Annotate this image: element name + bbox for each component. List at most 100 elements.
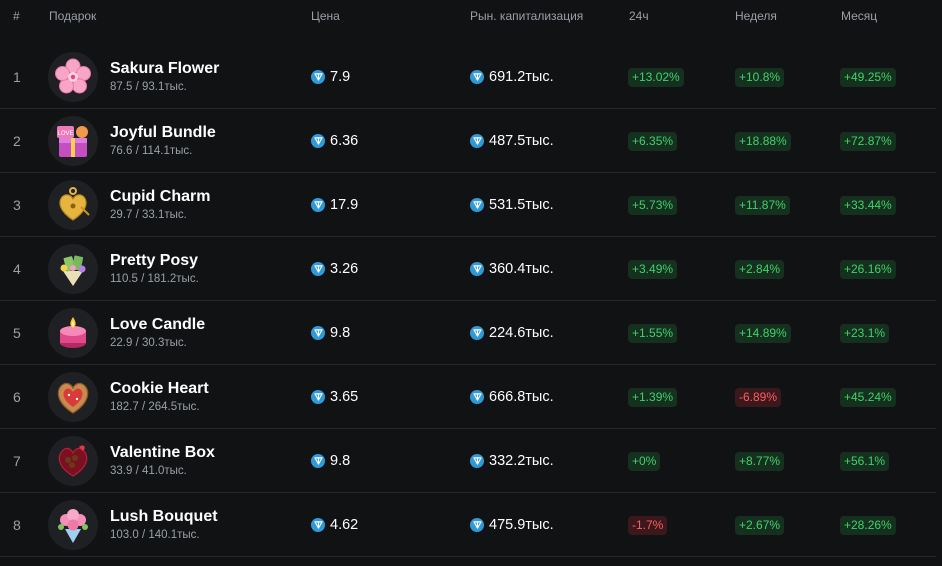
table-row[interactable]: 6 Cookie Heart 182.7 / 264.5тыс. 3.65 66… — [0, 365, 936, 429]
valentine-box-icon — [48, 436, 98, 486]
change-24h-cell: +5.73% — [628, 173, 678, 237]
ton-icon — [311, 262, 325, 276]
change-month-cell: +28.26% — [840, 493, 896, 557]
ton-icon — [311, 518, 325, 532]
change-week-badge: +18.88% — [735, 131, 791, 151]
change-week-cell: +2.84% — [735, 237, 785, 301]
cupid-charm-icon — [48, 180, 98, 230]
change-month-cell: +56.1% — [840, 429, 890, 493]
price-value: 9.8 — [330, 453, 351, 469]
market-cap-cell: 224.6тыс. — [470, 301, 554, 365]
header-rank[interactable]: # — [13, 9, 20, 23]
table-header: # Подарок Цена Рын. капитализация 24ч Не… — [0, 0, 942, 30]
change-month-badge: +26.16% — [840, 259, 896, 279]
price-value: 6.36 — [330, 133, 359, 149]
change-24h-cell: +0% — [628, 429, 661, 493]
pretty-posy-icon — [48, 244, 98, 294]
table-row[interactable]: 8 Lush Bouquet 103.0 / 140.1тыс. 4.62 47… — [0, 493, 936, 557]
ton-icon — [470, 518, 484, 532]
gift-name: Love Candle — [110, 316, 206, 333]
svg-text:LOVE: LOVE — [57, 131, 73, 137]
gift-supply: 29.7 / 33.1тыс. — [110, 209, 187, 221]
row-rank: 1 — [13, 69, 21, 85]
gift-cell[interactable]: Cookie Heart 182.7 / 264.5тыс. — [48, 365, 209, 429]
gift-supply: 182.7 / 264.5тыс. — [110, 401, 200, 413]
market-cap-value: 691.2тыс. — [489, 69, 554, 85]
ton-icon — [311, 134, 325, 148]
market-cap-cell: 666.8тыс. — [470, 365, 554, 429]
change-week-cell: +11.87% — [735, 173, 790, 237]
row-rank: 8 — [13, 517, 21, 533]
table-row[interactable]: 4 Pretty Posy 110.5 / 181.2тыс. 3.26 360… — [0, 237, 936, 301]
ton-icon — [470, 326, 484, 340]
ton-icon — [311, 70, 325, 84]
cookie-heart-icon — [48, 372, 98, 422]
change-week-cell: +8.77% — [735, 429, 785, 493]
ton-icon — [470, 198, 484, 212]
change-month-badge: +45.24% — [840, 387, 896, 407]
gift-supply: 76.6 / 114.1тыс. — [110, 145, 193, 157]
change-24h-badge: +0% — [628, 451, 661, 471]
change-week-cell: -6.89% — [735, 365, 782, 429]
price-value: 3.26 — [330, 261, 359, 277]
header-price[interactable]: Цена — [311, 9, 340, 23]
table-row[interactable]: 2 LOVE Joyful Bundle 76.6 / 114.1тыс. 6.… — [0, 109, 936, 173]
change-week-badge: +14.89% — [735, 323, 791, 343]
change-24h-cell: +1.55% — [628, 301, 678, 365]
price-cell: 7.9 — [311, 45, 350, 109]
gift-cell[interactable]: Pretty Posy 110.5 / 181.2тыс. — [48, 237, 199, 301]
change-month-cell: +72.87% — [840, 109, 896, 173]
change-24h-badge: -1.7% — [628, 515, 668, 535]
price-cell: 6.36 — [311, 109, 358, 173]
gift-cell[interactable]: Lush Bouquet 103.0 / 140.1тыс. — [48, 493, 218, 557]
change-week-cell: +10.8% — [735, 45, 785, 109]
header-week[interactable]: Неделя — [735, 9, 777, 23]
gift-cell[interactable]: Cupid Charm 29.7 / 33.1тыс. — [48, 173, 210, 237]
change-month-cell: +23.1% — [840, 301, 890, 365]
gift-name: Valentine Box — [110, 444, 215, 461]
change-month-cell: +49.25% — [840, 45, 896, 109]
gift-name: Pretty Posy — [110, 252, 199, 269]
gift-cell[interactable]: LOVE Joyful Bundle 76.6 / 114.1тыс. — [48, 109, 216, 173]
ton-icon — [311, 198, 325, 212]
joyful-bundle-icon: LOVE — [48, 116, 98, 166]
price-value: 3.65 — [330, 389, 359, 405]
price-cell: 9.8 — [311, 429, 350, 493]
ton-icon — [470, 134, 484, 148]
gift-cell[interactable]: Valentine Box 33.9 / 41.0тыс. — [48, 429, 215, 493]
change-24h-badge: +1.55% — [628, 323, 678, 343]
change-month-badge: +49.25% — [840, 67, 896, 87]
row-rank: 5 — [13, 325, 21, 341]
market-cap-cell: 360.4тыс. — [470, 237, 554, 301]
market-cap-value: 531.5тыс. — [489, 197, 554, 213]
gift-supply: 33.9 / 41.0тыс. — [110, 465, 187, 477]
price-cell: 9.8 — [311, 301, 350, 365]
ton-icon — [470, 262, 484, 276]
change-month-badge: +28.26% — [840, 515, 896, 535]
table-row[interactable]: 1 Sakura Flower 87.5 / 93.1тыс. 7.9 691.… — [0, 45, 936, 109]
market-cap-cell: 691.2тыс. — [470, 45, 554, 109]
change-month-badge: +72.87% — [840, 131, 896, 151]
header-24h[interactable]: 24ч — [629, 9, 649, 23]
price-cell: 4.62 — [311, 493, 358, 557]
header-market-cap[interactable]: Рын. капитализация — [470, 9, 584, 23]
gift-cell[interactable]: Love Candle 22.9 / 30.3тыс. — [48, 301, 205, 365]
change-month-badge: +23.1% — [840, 323, 890, 343]
table-row[interactable]: 7 Valentine Box 33.9 / 41.0тыс. 9.8 332.… — [0, 429, 936, 493]
row-rank: 6 — [13, 389, 21, 405]
header-month[interactable]: Месяц — [841, 9, 878, 23]
change-24h-cell: +3.49% — [628, 237, 678, 301]
change-week-badge: -6.89% — [735, 387, 782, 407]
table-row[interactable]: 5 Love Candle 22.9 / 30.3тыс. 9.8 224.6т… — [0, 301, 936, 365]
price-value: 7.9 — [330, 69, 351, 85]
gift-cell[interactable]: Sakura Flower 87.5 / 93.1тыс. — [48, 45, 219, 109]
market-cap-value: 360.4тыс. — [489, 261, 554, 277]
gift-name: Sakura Flower — [110, 60, 220, 77]
change-week-cell: +14.89% — [735, 301, 791, 365]
market-cap-value: 475.9тыс. — [489, 517, 554, 533]
price-value: 17.9 — [330, 197, 359, 213]
header-gift[interactable]: Подарок — [49, 9, 97, 23]
table-row[interactable]: 3 Cupid Charm 29.7 / 33.1тыс. 17.9 531.5… — [0, 173, 936, 237]
market-cap-cell: 332.2тыс. — [470, 429, 554, 493]
ton-icon — [470, 454, 484, 468]
